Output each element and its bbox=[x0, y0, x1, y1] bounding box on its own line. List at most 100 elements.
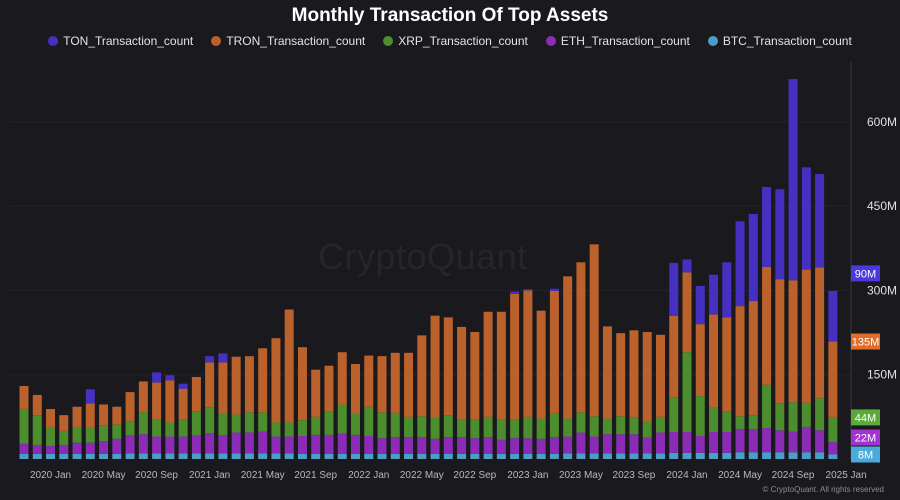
bar-segment-eth bbox=[457, 437, 467, 454]
bar-segment-eth bbox=[19, 443, 29, 454]
bar-segment-eth bbox=[549, 437, 559, 454]
bar-segment-eth bbox=[788, 431, 798, 453]
bar-segment-btc bbox=[510, 453, 520, 459]
x-tick-label: 2022 May bbox=[400, 470, 444, 481]
bar-segment-ton bbox=[669, 262, 679, 316]
bar-segment-tron bbox=[72, 406, 82, 427]
bar-segment-xrp bbox=[178, 419, 188, 437]
bar-segment-eth bbox=[191, 435, 201, 454]
bar-segment-tron bbox=[695, 324, 705, 397]
bar-segment-tron bbox=[178, 388, 188, 420]
bar-segment-eth bbox=[682, 432, 692, 453]
y-tick-label: 600M bbox=[867, 115, 897, 129]
bar-segment-tron bbox=[549, 290, 559, 413]
bar-segment-eth bbox=[258, 431, 268, 454]
bar-segment-tron bbox=[258, 348, 268, 413]
legend-item-eth[interactable]: ETH_Transaction_count bbox=[545, 34, 690, 48]
bar-segment-eth bbox=[828, 442, 838, 455]
bar-segment-eth bbox=[377, 438, 387, 454]
bar-segment-eth bbox=[72, 442, 82, 454]
bar-segment-ton bbox=[735, 221, 745, 307]
chart-title: Monthly Transaction Of Top Assets bbox=[291, 5, 609, 26]
bar-segment-btc bbox=[125, 453, 135, 459]
bar-segment-btc bbox=[138, 453, 148, 459]
bar-segment-ton bbox=[85, 389, 95, 404]
bar-segment-xrp bbox=[523, 417, 533, 439]
bar-segment-eth bbox=[351, 434, 360, 454]
legend-label: TRON_Transaction_count bbox=[226, 34, 366, 48]
last-value-marker bbox=[851, 429, 880, 446]
bar-segment-eth bbox=[695, 435, 705, 453]
bar-segment-ton bbox=[523, 289, 533, 291]
last-value-label: 90M bbox=[855, 268, 876, 280]
bar-segment-tron bbox=[430, 315, 440, 418]
bar-segment-tron bbox=[351, 364, 360, 415]
bar-segment-btc bbox=[642, 453, 652, 459]
bar-segment-tron bbox=[536, 310, 546, 419]
bar-segment-xrp bbox=[59, 430, 69, 445]
bar-segment-btc bbox=[46, 453, 56, 459]
bar-segment-tron bbox=[284, 309, 294, 423]
bar-segment-xrp bbox=[510, 419, 520, 439]
bar-segment-tron bbox=[496, 311, 506, 420]
x-tick-label: 2023 May bbox=[559, 470, 603, 481]
bar-segment-eth bbox=[642, 437, 652, 454]
bar-segment-eth bbox=[32, 444, 42, 454]
bar-segment-xrp bbox=[297, 420, 307, 436]
legend-item-ton[interactable]: TON_Transaction_count bbox=[48, 34, 193, 48]
bar-segment-btc bbox=[589, 453, 599, 459]
bar-segment-xrp bbox=[629, 417, 639, 435]
bar-segment-btc bbox=[72, 453, 82, 459]
bar-segment-xrp bbox=[682, 352, 692, 433]
bar-segment-xrp bbox=[271, 422, 281, 437]
legend-item-tron[interactable]: TRON_Transaction_count bbox=[211, 34, 365, 48]
legend-dot-icon bbox=[211, 36, 222, 46]
bar-segment-btc bbox=[496, 453, 506, 459]
bar-segment-eth bbox=[271, 436, 281, 454]
legend-dot-icon bbox=[707, 36, 718, 46]
bar-segment-eth bbox=[616, 434, 626, 454]
bar-segment-xrp bbox=[337, 404, 347, 434]
bar-segment-xrp bbox=[457, 419, 467, 438]
x-tick-label: 2020 May bbox=[82, 470, 126, 481]
bar-segment-btc bbox=[152, 453, 162, 459]
copyright-footer: © CryptoQuant. All rights reserved bbox=[762, 485, 885, 494]
bar-segment-eth bbox=[722, 432, 732, 453]
x-tick-label: 2023 Jan bbox=[507, 470, 548, 481]
last-value-label: 8M bbox=[858, 450, 873, 462]
bar-segment-btc bbox=[404, 453, 414, 459]
bar-segment-eth bbox=[589, 436, 599, 454]
bar-segment-btc bbox=[483, 453, 493, 459]
bar-segment-btc bbox=[390, 453, 400, 459]
bar-segment-tron bbox=[205, 362, 215, 408]
bar-segment-xrp bbox=[417, 416, 427, 438]
bar-segment-btc bbox=[430, 453, 440, 459]
bar-segment-xrp bbox=[430, 417, 440, 439]
legend-label: TON_Transaction_count bbox=[63, 34, 194, 48]
bar-segment-eth bbox=[125, 435, 135, 454]
bar-segment-btc bbox=[99, 453, 109, 459]
bar-segment-xrp bbox=[85, 427, 95, 443]
bar-segment-btc bbox=[244, 453, 254, 459]
bar-segment-btc bbox=[271, 453, 281, 459]
legend: TON_Transaction_count TRON_Transaction_c… bbox=[0, 34, 900, 48]
bar-segment-btc bbox=[284, 453, 294, 459]
bar-segment-xrp bbox=[19, 408, 29, 444]
bar-segment-tron bbox=[311, 369, 321, 417]
bar-segment-tron bbox=[138, 381, 148, 413]
x-tick-label: 2021 Sep bbox=[294, 470, 337, 481]
bar-segment-xrp bbox=[563, 418, 573, 437]
bar-segment-ton bbox=[695, 285, 705, 325]
bar-segment-tron bbox=[642, 331, 652, 422]
bar-segment-xrp bbox=[815, 398, 825, 431]
bar-segment-tron bbox=[404, 352, 414, 417]
bar-segment-btc bbox=[722, 452, 732, 459]
bar-segment-eth bbox=[629, 434, 639, 454]
bar-segment-xrp bbox=[642, 421, 652, 438]
legend-item-btc[interactable]: BTC_Transaction_count bbox=[707, 34, 852, 48]
bar-segment-ton bbox=[775, 189, 785, 280]
legend-item-xrp[interactable]: XRP_Transaction_count bbox=[383, 34, 528, 48]
bar-segment-tron bbox=[576, 262, 586, 413]
bar-segment-tron bbox=[828, 341, 838, 418]
bar-segment-eth bbox=[99, 441, 109, 454]
